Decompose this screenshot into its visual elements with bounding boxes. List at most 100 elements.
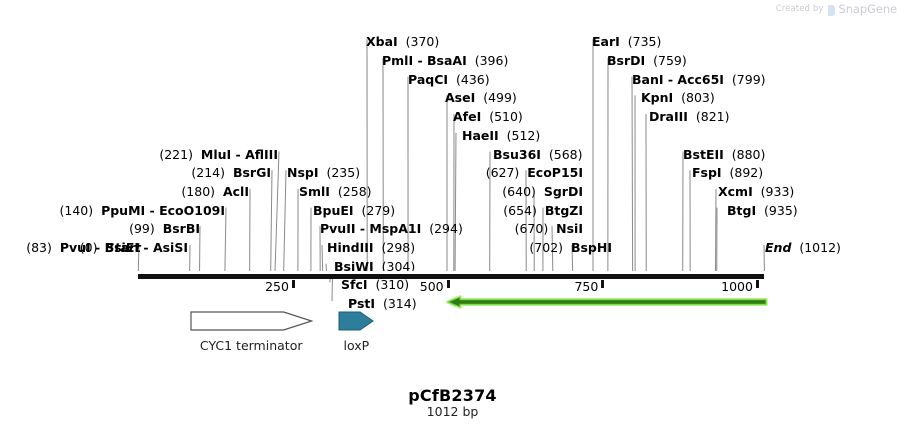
- enzyme-separator: -: [139, 240, 153, 255]
- cyc1-terminator-label: CYC1 terminator: [199, 338, 303, 353]
- site-position: (933): [752, 183, 795, 199]
- watermark-prefix: Created by: [775, 4, 824, 14]
- enzyme-name: BsiEI: [104, 240, 140, 255]
- site-position: (803): [673, 90, 715, 106]
- restriction-site-label[interactable]: Bsu36I (568): [493, 146, 583, 162]
- restriction-site-label[interactable]: BanI - Acc65I (799): [632, 71, 766, 87]
- restriction-site-label[interactable]: (221) MluI - AflIII: [159, 146, 278, 162]
- enzyme-name: HindIII: [327, 240, 374, 255]
- site-position: (627): [485, 165, 528, 181]
- restriction-site-label[interactable]: BstEII (880): [683, 147, 765, 162]
- restriction-site-label[interactable]: (702) BspHI: [529, 241, 612, 255]
- site-position: (396): [466, 53, 509, 68]
- enzyme-name: BsrGI: [232, 165, 271, 181]
- sequence-backbone: [138, 271, 765, 279]
- restriction-site-label[interactable]: AseI (499): [445, 91, 517, 105]
- restriction-site-label[interactable]: (99) BsrBI: [129, 222, 200, 236]
- enzyme-separator: -: [413, 53, 428, 68]
- restriction-site-label[interactable]: AfeI (510): [453, 110, 523, 124]
- enzyme-name: Bsu36I: [493, 146, 541, 162]
- leader-line: [631, 76, 634, 272]
- restriction-site-label[interactable]: HaeII (512): [462, 127, 541, 143]
- enzyme-name: BanI: [632, 71, 664, 87]
- enzyme-name: BtgI: [727, 202, 757, 218]
- site-position: (512): [498, 127, 541, 143]
- enzyme-name: Start: [105, 240, 141, 255]
- enzyme-name: AfeI: [453, 109, 482, 125]
- site-position: (258): [329, 183, 372, 199]
- restriction-site-label[interactable]: (140) PpuMI - EcoO109I: [60, 202, 225, 218]
- enzyme-name: FspI: [692, 165, 722, 181]
- site-position: (99): [129, 221, 163, 237]
- ruler-tick-label: 1000: [721, 279, 753, 294]
- site-position: (735): [619, 34, 662, 50]
- restriction-site-label[interactable]: XbaI (370): [366, 35, 439, 49]
- restriction-site-label[interactable]: BsrDI (759): [607, 54, 687, 68]
- enzyme-name: EarI: [592, 34, 620, 50]
- enzyme-name: BsrBI: [162, 221, 200, 237]
- enzyme-name: SmlI: [299, 183, 330, 199]
- restriction-site-label[interactable]: HindIII (298): [327, 241, 415, 255]
- enzyme-name: KpnI: [641, 90, 674, 106]
- enzyme-name: DraIII: [649, 109, 688, 125]
- restriction-site-label[interactable]: (180) AclI: [181, 184, 249, 199]
- restriction-site-label[interactable]: PstI (314): [348, 297, 417, 311]
- ruler-tick-label: 250: [265, 279, 289, 294]
- enzyme-name: SfcI: [341, 277, 368, 293]
- site-position: (568): [540, 146, 583, 162]
- cyc1-terminator-arrow-shape: [190, 311, 314, 331]
- page-title: pCfB2374: [408, 386, 497, 405]
- enzyme-name: BspHI: [570, 240, 612, 255]
- restriction-site-label[interactable]: SmlI (258): [299, 183, 372, 199]
- site-position: (702): [529, 240, 571, 255]
- restriction-site-label[interactable]: (654) BtgZI: [503, 203, 583, 218]
- restriction-site-label[interactable]: KpnI (803): [641, 91, 715, 105]
- restriction-site-label[interactable]: (670) NsiI: [515, 222, 583, 236]
- site-position: (0): [79, 240, 106, 255]
- terminal-marker-label[interactable]: (0) Start: [80, 241, 141, 255]
- restriction-site-label[interactable]: BpuEI (279): [313, 202, 395, 218]
- restriction-site-label[interactable]: (627) EcoP15I: [486, 166, 583, 180]
- restriction-site-label[interactable]: DraIII (821): [649, 110, 730, 124]
- restriction-site-label[interactable]: SfcI (310): [341, 278, 409, 292]
- reverse-feature-arrow[interactable]: [445, 294, 769, 310]
- site-position: (1012): [791, 240, 841, 255]
- restriction-site-label[interactable]: PmlI - BsaAI (396): [382, 54, 508, 68]
- enzyme-name: PpuMI: [101, 202, 146, 218]
- loxp-label: loxP: [343, 338, 370, 353]
- restriction-site-label[interactable]: BtgI (935): [727, 202, 798, 218]
- site-position: (892): [721, 165, 764, 181]
- ruler-tick: [291, 280, 295, 288]
- restriction-site-label[interactable]: BsiWI (304): [334, 258, 416, 274]
- enzyme-name: XcmI: [718, 183, 753, 199]
- site-position: (370): [397, 34, 440, 50]
- restriction-site-label[interactable]: PaqCI (436): [408, 72, 490, 87]
- enzyme-name: AseI: [445, 90, 476, 106]
- cyc1-terminator-arrow[interactable]: [189, 307, 314, 335]
- enzyme-separator: -: [231, 146, 246, 162]
- site-position: (640): [502, 183, 544, 199]
- restriction-site-label[interactable]: (214) BsrGI: [191, 166, 271, 180]
- enzyme-name: SgrDI: [543, 183, 583, 199]
- restriction-site-label[interactable]: (83) PvuI - BsiEI - AsiSI: [26, 241, 188, 255]
- restriction-site-label[interactable]: FspI (892): [692, 166, 763, 180]
- restriction-site-label[interactable]: XcmI (933): [718, 183, 795, 199]
- enzyme-name: BpuEI: [313, 202, 354, 218]
- enzyme-name: MluI: [200, 146, 232, 162]
- site-position: (304): [373, 258, 416, 274]
- leader-line: [270, 170, 273, 272]
- site-position: (83): [26, 240, 60, 255]
- restriction-site-label[interactable]: PvuII - MspA1I (294): [320, 222, 463, 236]
- restriction-site-label[interactable]: NspI (235): [287, 166, 360, 180]
- leader-line: [283, 170, 287, 272]
- loxp-arrow[interactable]: [337, 307, 375, 335]
- enzyme-separator: -: [90, 240, 105, 255]
- enzyme-name: EcoP15I: [527, 165, 583, 181]
- restriction-site-label[interactable]: EarI (735): [592, 35, 661, 49]
- enzyme-name: HaeII: [462, 127, 499, 143]
- restriction-site-label[interactable]: (640) SgrDI: [502, 183, 583, 199]
- site-position: (310): [367, 277, 410, 293]
- terminal-marker-label[interactable]: End (1012): [765, 241, 841, 255]
- enzyme-name: BsaAI: [427, 53, 467, 68]
- loxp-arrow-shape: [338, 311, 375, 331]
